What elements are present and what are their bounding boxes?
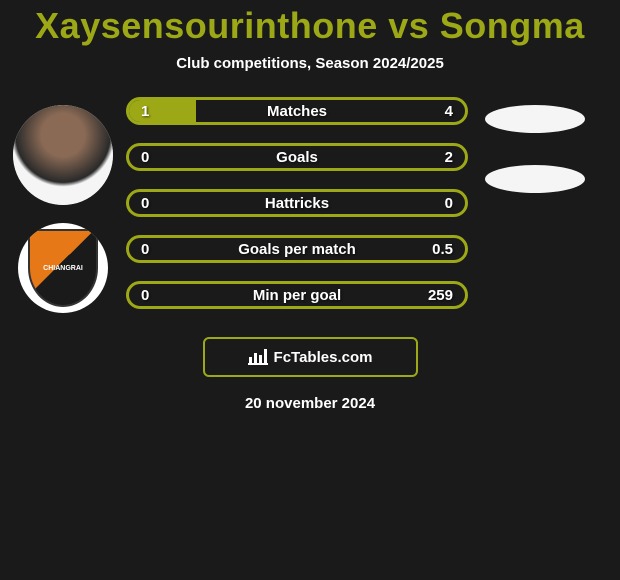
left-column: CHIANGRAI <box>8 97 118 313</box>
stats-area: CHIANGRAI 1Matches40Goals20Hattricks00Go… <box>0 97 620 313</box>
stat-value-right: 0 <box>445 195 453 212</box>
club-shield-icon: CHIANGRAI <box>28 229 98 307</box>
page-title: Xaysensourinthone vs Songma <box>35 5 585 47</box>
stat-label: Goals per match <box>129 241 465 258</box>
player-avatar <box>13 105 113 205</box>
stat-label: Hattricks <box>129 195 465 212</box>
brand-badge[interactable]: FcTables.com <box>203 337 418 377</box>
stat-row-matches: 1Matches4 <box>126 97 468 125</box>
player-photo <box>13 105 113 205</box>
stat-value-right: 0.5 <box>432 241 453 258</box>
stat-row-goals: 0Goals2 <box>126 143 468 171</box>
subtitle: Club competitions, Season 2024/2025 <box>176 55 444 72</box>
right-blob-2 <box>485 165 585 193</box>
stat-label: Matches <box>129 103 465 120</box>
stat-bars: 1Matches40Goals20Hattricks00Goals per ma… <box>126 97 468 309</box>
stat-value-right: 259 <box>428 287 453 304</box>
stat-row-hattricks: 0Hattricks0 <box>126 189 468 217</box>
stat-label: Goals <box>129 149 465 166</box>
stat-label: Min per goal <box>129 287 465 304</box>
stat-value-right: 2 <box>445 149 453 166</box>
stat-value-right: 4 <box>445 103 453 120</box>
chart-icon <box>248 349 268 365</box>
brand-text: FcTables.com <box>274 349 373 366</box>
stat-row-goals-per-match: 0Goals per match0.5 <box>126 235 468 263</box>
comparison-widget: Xaysensourinthone vs Songma Club competi… <box>0 0 620 580</box>
club-avatar: CHIANGRAI <box>18 223 108 313</box>
right-column <box>476 97 594 193</box>
date-text: 20 november 2024 <box>245 395 375 412</box>
right-blob-1 <box>485 105 585 133</box>
stat-row-min-per-goal: 0Min per goal259 <box>126 281 468 309</box>
